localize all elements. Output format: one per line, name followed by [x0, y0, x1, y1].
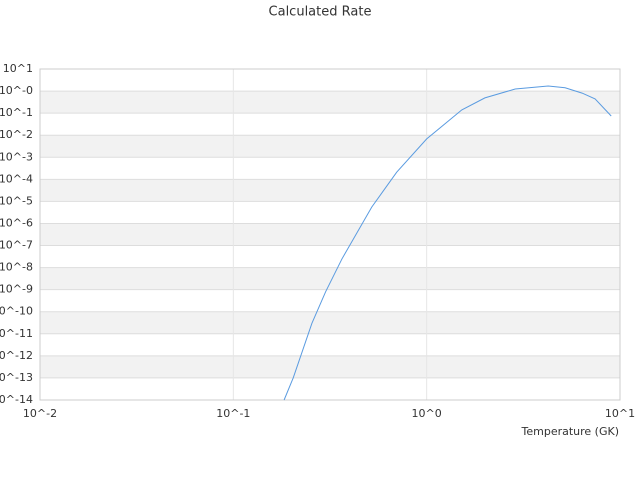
y-tick-label: 10^-10: [0, 305, 33, 318]
x-tick-label: 10^-1: [216, 407, 250, 420]
y-tick-label: 10^-6: [0, 216, 33, 229]
grid-band: [40, 135, 620, 158]
grid-band: [40, 91, 620, 114]
y-tick-label: 10^-12: [0, 349, 33, 362]
y-tick-label: 10^-3: [0, 150, 33, 163]
grid-band: [40, 355, 620, 378]
y-tick-label: 10^-9: [0, 283, 33, 296]
x-tick-label: 10^-2: [23, 407, 57, 420]
x-tick-label: 10^1: [605, 407, 635, 420]
grid-band: [40, 311, 620, 334]
x-tick-label: 10^0: [412, 407, 442, 420]
x-axis-label: Temperature (GK): [521, 425, 620, 438]
grid-band: [40, 267, 620, 290]
y-tick-label: 10^-5: [0, 194, 33, 207]
chart-title: Calculated Rate: [269, 5, 372, 20]
y-tick-label: 10^-4: [0, 172, 33, 185]
y-tick-label: 10^-1: [0, 106, 33, 119]
y-tick-label: 10^-11: [0, 327, 33, 340]
y-tick-label: 10^-7: [0, 239, 33, 252]
y-tick-label: 10^1: [3, 62, 33, 75]
y-tick-label: 10^-8: [0, 261, 33, 274]
plot-frame: [39, 68, 621, 401]
y-tick-label: 10^-14: [0, 393, 33, 406]
y-tick-label: 10^-2: [0, 128, 33, 141]
y-tick-label: 10^-0: [0, 84, 33, 97]
grid-band: [40, 223, 620, 246]
grid-band: [40, 179, 620, 202]
series-line: [283, 85, 612, 401]
y-tick-label: 10^-13: [0, 371, 33, 384]
